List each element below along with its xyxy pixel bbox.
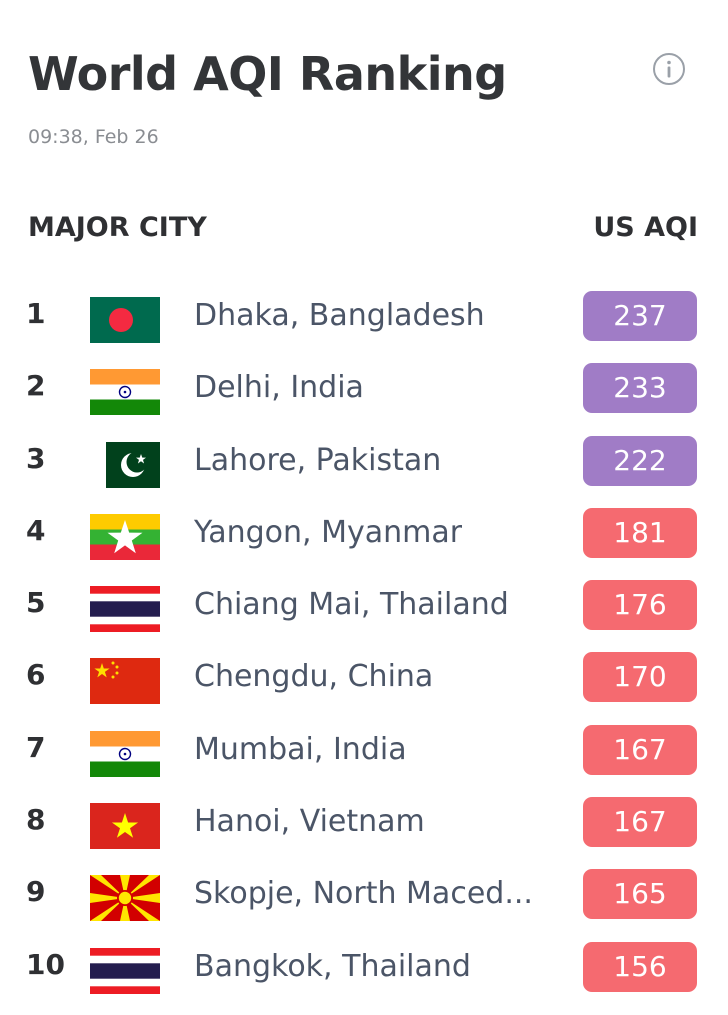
rank-number: 5	[26, 586, 46, 620]
aqi-badge: 181	[583, 507, 697, 558]
north-macedonia-flag-icon	[90, 875, 160, 922]
china-flag-icon	[90, 658, 160, 705]
ranking-row[interactable]: 10 Bangkok, Thailand 156	[0, 934, 728, 1006]
ranking-row[interactable]: 1 Dhaka, Bangladesh 237	[0, 283, 728, 355]
column-header-city: MAJOR CITY	[28, 212, 207, 243]
aqi-badge: 237	[583, 291, 697, 341]
rank-number: 7	[26, 730, 46, 764]
thailand-flag-icon	[90, 947, 160, 994]
aqi-badge: 233	[583, 363, 697, 414]
update-timestamp: 09:38, Feb 26	[28, 126, 159, 148]
ranking-row[interactable]: 5 Chiang Mai, Thailand 176	[0, 572, 728, 644]
ranking-row[interactable]: 9 Skopje, North Maced... 165	[0, 861, 728, 933]
city-name: Yangon, Myanmar	[194, 514, 463, 550]
ranking-list: 1 Dhaka, Bangladesh 237 2 Delhi, India 2…	[0, 283, 728, 1006]
page-title: World AQI Ranking	[28, 47, 507, 101]
city-name: Hanoi, Vietnam	[194, 804, 425, 840]
ranking-row[interactable]: 3 Lahore, Pakistan 222	[0, 428, 728, 500]
india-flag-icon	[90, 369, 160, 416]
rank-number: 6	[26, 658, 46, 692]
ranking-row[interactable]: 2 Delhi, India 233	[0, 355, 728, 427]
aqi-badge: 170	[583, 652, 697, 703]
info-circle-icon[interactable]	[652, 52, 686, 86]
city-name: Mumbai, India	[194, 731, 407, 767]
city-name: Dhaka, Bangladesh	[194, 298, 485, 333]
column-header-aqi: US AQI	[593, 212, 698, 243]
rank-number: 3	[26, 441, 46, 475]
city-name: Skopje, North Maced...	[194, 876, 533, 912]
ranking-row[interactable]: 4 Yangon, Myanmar 181	[0, 500, 728, 572]
myanmar-flag-icon	[90, 513, 160, 560]
city-name: Chiang Mai, Thailand	[194, 587, 509, 623]
pakistan-flag-icon	[106, 441, 160, 488]
aqi-badge: 167	[583, 724, 697, 775]
city-name: Delhi, India	[194, 370, 364, 406]
aqi-badge: 222	[583, 435, 697, 486]
aqi-badge: 156	[583, 941, 697, 992]
ranking-row[interactable]: 7 Mumbai, India 167	[0, 717, 728, 789]
ranking-row[interactable]: 8 Hanoi, Vietnam 167	[0, 789, 728, 861]
city-name: Chengdu, China	[194, 659, 434, 695]
rank-number: 2	[26, 369, 46, 403]
aqi-badge: 165	[583, 869, 697, 920]
thailand-flag-icon	[90, 586, 160, 633]
rank-number: 8	[26, 803, 46, 837]
vietnam-flag-icon	[90, 803, 160, 850]
rank-number: 4	[26, 513, 46, 547]
ranking-row[interactable]: 6 Chengdu, China 170	[0, 644, 728, 716]
aqi-badge: 176	[583, 580, 697, 631]
city-name: Lahore, Pakistan	[194, 442, 442, 478]
india-flag-icon	[90, 730, 160, 777]
bangladesh-flag-icon	[90, 297, 160, 343]
rank-number: 9	[26, 875, 46, 909]
aqi-badge: 167	[583, 797, 697, 848]
city-name: Bangkok, Thailand	[194, 948, 471, 984]
rank-number: 10	[26, 947, 65, 981]
rank-number: 1	[26, 297, 46, 330]
